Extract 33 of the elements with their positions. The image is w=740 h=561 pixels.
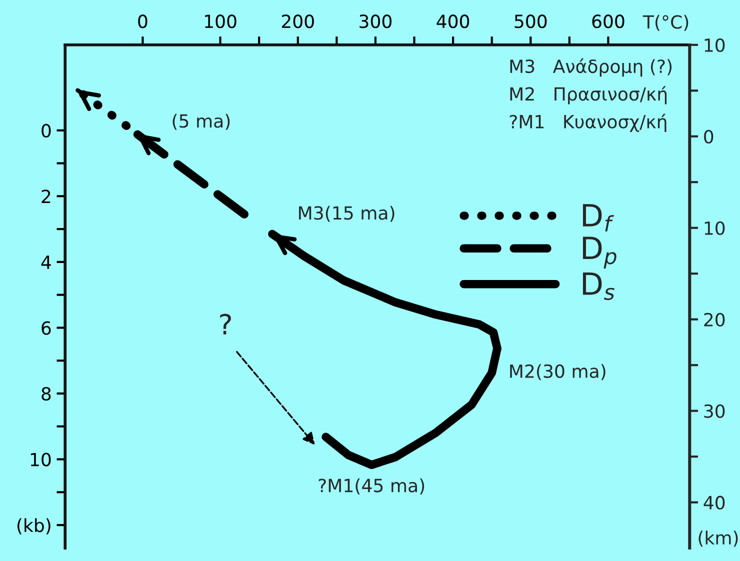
y-tick-label: (kb) xyxy=(17,518,50,534)
x-tick-label: 500 xyxy=(514,14,547,28)
x-tick-label: 200 xyxy=(282,14,314,28)
annotation: ?M1(45 ma) xyxy=(318,478,424,494)
y-tick-label: 8 xyxy=(42,386,51,401)
y2-tick-label: 10 xyxy=(704,38,725,52)
y-tick-label: 4 xyxy=(41,256,51,269)
y-tick-label: 6 xyxy=(42,321,51,335)
x-tick-label: 300 xyxy=(360,14,392,28)
x-tick-label: 600 xyxy=(592,14,624,28)
annotation: (5 ma) xyxy=(172,114,230,130)
annotation: M3(15 ma) xyxy=(299,206,394,222)
annotation: M2 Πρασινοσ/κή xyxy=(510,86,667,104)
y2-tick-label: 10 xyxy=(704,221,725,235)
y-tick-label: 2 xyxy=(42,190,50,204)
y-tick-label: 0 xyxy=(42,124,51,138)
annotation: ?M1 Κυανοσχ/κή xyxy=(510,114,666,132)
x-tick-label: 400 xyxy=(436,14,470,28)
x-axis-title: T(°C) xyxy=(642,14,688,31)
y2-tick-label: 40 xyxy=(704,496,725,510)
annotation: M3 Ανάδρομη (?) xyxy=(510,58,672,77)
y2-tick-label: 30 xyxy=(704,404,725,418)
y2-tick-label: 20 xyxy=(704,312,725,326)
y2-axis-title: (km) xyxy=(698,530,738,547)
x-tick-label: 100 xyxy=(205,14,236,28)
annotation: ? xyxy=(220,314,231,334)
y-tick-label: 10 xyxy=(30,452,51,466)
legend-label: D$_{f}$ xyxy=(582,204,614,232)
x-tick-label: 0 xyxy=(138,14,148,28)
y2-tick-label: 0 xyxy=(704,130,714,144)
legend-label: D$_{p}$ xyxy=(582,236,616,268)
legend-label: D$_{s}$ xyxy=(582,272,614,300)
annotation: M2(30 ma) xyxy=(510,364,606,380)
